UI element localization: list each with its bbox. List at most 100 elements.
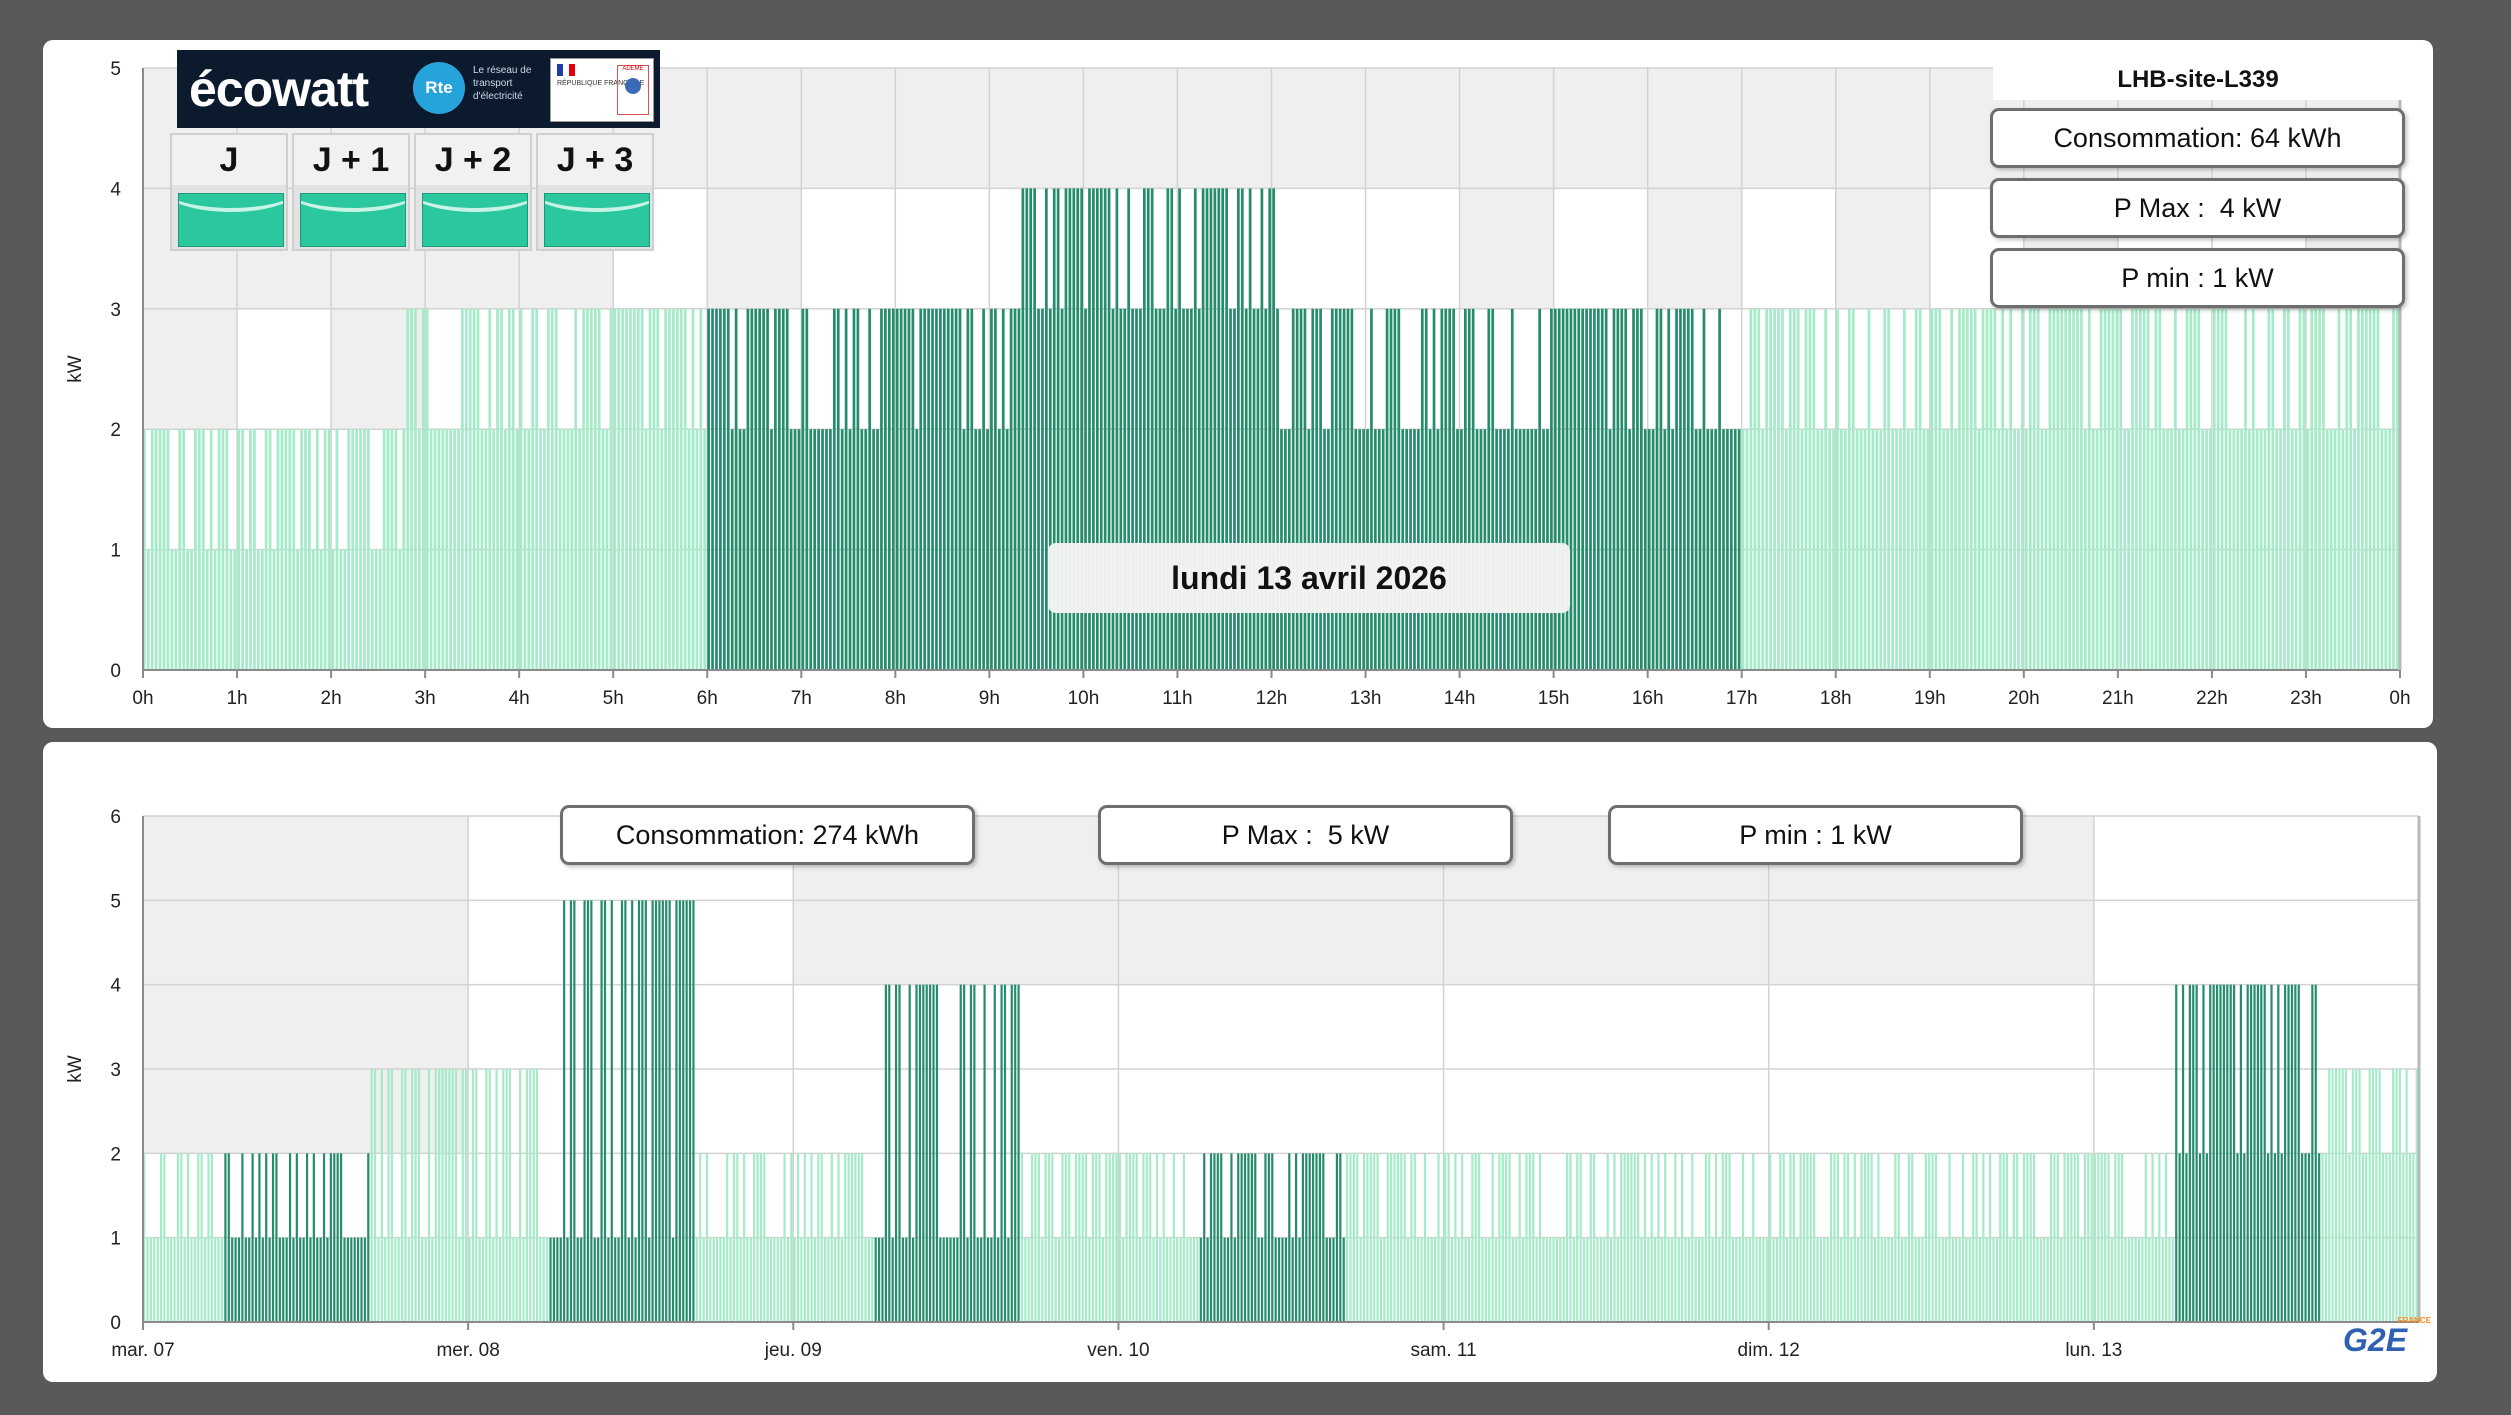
power-bar	[268, 1237, 271, 1322]
power-bar	[417, 1069, 421, 1322]
power-bar	[675, 900, 678, 1322]
power-bar	[1702, 308, 1706, 670]
power-bar	[1942, 429, 1946, 670]
power-bar	[2164, 1153, 2168, 1322]
power-bar	[380, 1069, 383, 1322]
power-bar	[2017, 429, 2020, 670]
power-bar	[296, 549, 300, 670]
power-bar	[1840, 1237, 1843, 1322]
power-bar	[2355, 1069, 2358, 1322]
power-bar	[1690, 308, 1694, 670]
power-bar	[1965, 1237, 1968, 1322]
power-bar	[1777, 308, 1780, 670]
power-bar	[1819, 1237, 1822, 1322]
power-bar	[864, 429, 868, 670]
power-bar	[1585, 308, 1588, 670]
power-bar	[929, 984, 932, 1322]
power-bar	[1095, 1153, 1098, 1322]
power-bar	[1335, 1153, 1339, 1322]
power-bar	[1074, 1153, 1078, 1322]
power-bar	[508, 1069, 512, 1322]
power-bar	[1406, 1237, 1410, 1322]
power-bar	[406, 308, 410, 670]
power-bar	[1051, 1153, 1054, 1322]
power-bar	[2135, 308, 2138, 670]
power-bar	[1115, 1153, 1118, 1322]
power-bar	[331, 549, 335, 670]
power-bar	[1138, 1237, 1142, 1322]
power-bar	[1312, 1153, 1315, 1322]
x-tick-label: 6h	[697, 688, 718, 709]
power-bar	[1444, 308, 1448, 670]
power-bar	[1424, 308, 1428, 670]
power-bar	[159, 1153, 163, 1322]
power-bar	[427, 1069, 431, 1322]
power-bar	[949, 1237, 952, 1322]
power-bar	[1729, 429, 1733, 670]
power-bar	[661, 900, 664, 1322]
power-bar	[722, 1237, 725, 1322]
ademe-label: ADEME	[622, 66, 644, 72]
power-bar	[1107, 188, 1111, 670]
power-bar	[2002, 1153, 2005, 1322]
power-bar	[539, 429, 542, 670]
power-bar	[990, 1237, 993, 1322]
y-tick-label: 5	[110, 59, 121, 80]
power-bar	[734, 308, 738, 670]
power-bar	[221, 429, 225, 670]
power-bar	[554, 308, 558, 670]
power-bar	[311, 549, 315, 670]
power-bar	[774, 308, 777, 670]
power-bar	[1021, 188, 1025, 670]
power-bar	[2168, 1237, 2171, 1322]
power-bar	[1784, 429, 1788, 670]
power-bar	[1782, 1153, 1785, 1322]
power-bar	[465, 1069, 468, 1322]
power-bar	[2146, 308, 2150, 670]
power-bar	[823, 1237, 827, 1322]
power-bar	[629, 308, 632, 670]
power-bar	[322, 1153, 326, 1322]
power-bar	[1303, 308, 1307, 670]
power-bar	[2341, 429, 2345, 670]
power-bar	[2329, 429, 2333, 670]
power-bar	[176, 1153, 180, 1322]
power-bar	[1233, 1237, 1236, 1322]
power-bar	[1201, 188, 1205, 670]
power-bar	[919, 308, 923, 670]
power-bar	[2049, 1153, 2053, 1322]
power-bar	[1010, 984, 1013, 1322]
power-bar	[927, 308, 930, 670]
power-bar	[648, 308, 652, 670]
power-bar	[1098, 1153, 1101, 1322]
power-bar	[803, 1153, 806, 1322]
power-bar	[197, 1153, 200, 1322]
power-bar	[830, 1153, 833, 1322]
power-bar	[1338, 308, 1342, 670]
power-bar	[1613, 1153, 1616, 1322]
power-bar	[876, 429, 879, 670]
power-bar	[1111, 1153, 1115, 1322]
power-bar	[233, 549, 237, 670]
power-bar	[1268, 188, 1272, 670]
power-bar	[1608, 429, 1612, 670]
power-bar	[1873, 1237, 1877, 1322]
power-bar	[2277, 984, 2280, 1322]
power-bar	[327, 429, 331, 670]
power-bar	[288, 429, 292, 670]
ecowatt-day-label: J + 2	[416, 135, 530, 185]
power-bar	[264, 429, 268, 670]
power-bar	[343, 549, 347, 670]
power-bar	[569, 900, 573, 1322]
power-bar	[825, 429, 828, 670]
power-bar	[207, 1153, 210, 1322]
power-bar	[1938, 1237, 1941, 1322]
power-bar	[515, 429, 519, 670]
power-bar	[1352, 1153, 1355, 1322]
power-bar	[1924, 1153, 1927, 1322]
power-bar	[2321, 1153, 2324, 1322]
power-bar	[852, 308, 856, 670]
power-bar	[2107, 308, 2111, 670]
power-bar	[844, 308, 848, 670]
power-bar	[2195, 984, 2198, 1322]
